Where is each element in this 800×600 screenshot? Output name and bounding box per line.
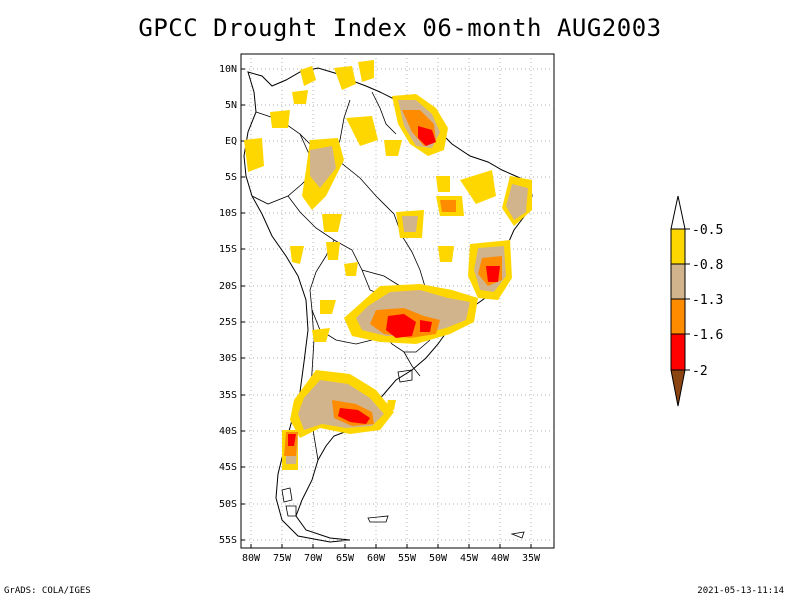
lat-label: 10S xyxy=(219,208,237,219)
lat-label: 45S xyxy=(219,462,237,473)
lon-label: 70W xyxy=(304,553,323,564)
legend-swatch-above xyxy=(670,195,686,230)
lon-label: 65W xyxy=(336,553,355,564)
islands xyxy=(281,369,525,539)
lat-label: 50S xyxy=(219,499,237,510)
map-title: GPCC Drought Index 06-month AUG2003 xyxy=(138,14,662,42)
timestamp: 2021-05-13-11:14 xyxy=(697,586,784,596)
lat-label: 35S xyxy=(219,390,237,401)
legend-swatch-below xyxy=(670,369,686,407)
legend-label: -1.6 xyxy=(692,328,723,343)
lon-label: 75W xyxy=(273,553,292,564)
legend-label: -1.3 xyxy=(692,293,723,308)
lon-label: 50W xyxy=(429,553,448,564)
legend-swatch-orange xyxy=(670,298,686,335)
lat-label: 5S xyxy=(225,172,237,183)
lat-label: 10N xyxy=(219,64,237,75)
lat-label: 5N xyxy=(225,100,237,111)
lat-label: 55S xyxy=(219,535,237,546)
grads-credit: GrADS: COLA/IGES xyxy=(4,586,91,596)
legend-swatch-tan xyxy=(670,263,686,300)
lon-label: 40W xyxy=(491,553,510,564)
lat-label: 20S xyxy=(219,281,237,292)
lon-label: 35W xyxy=(522,553,541,564)
legend-label: -2 xyxy=(692,364,708,379)
lat-label: 40S xyxy=(219,426,237,437)
lon-label: 45W xyxy=(460,553,479,564)
legend-label: -0.5 xyxy=(692,223,723,238)
lat-axis: 10N 5N EQ 5S 10S 15S 20S 25S 30S 35S 40S… xyxy=(219,64,245,546)
lon-label: 55W xyxy=(398,553,417,564)
lat-label: EQ xyxy=(225,136,237,147)
lat-label: 25S xyxy=(219,317,237,328)
lon-axis: 80W 75W 70W 65W 60W 55W 50W 45W 40W 35W xyxy=(242,544,541,564)
legend-label: -0.8 xyxy=(692,258,723,273)
lat-label: 15S xyxy=(219,244,237,255)
color-legend: -0.5 -0.8 -1.3 -1.6 -2 xyxy=(670,195,723,407)
legend-swatch-yellow xyxy=(670,228,686,265)
lat-label: 30S xyxy=(219,353,237,364)
lon-label: 60W xyxy=(367,553,386,564)
legend-swatch-red xyxy=(670,333,686,371)
drought-patches xyxy=(244,60,532,470)
lon-label: 80W xyxy=(242,553,261,564)
